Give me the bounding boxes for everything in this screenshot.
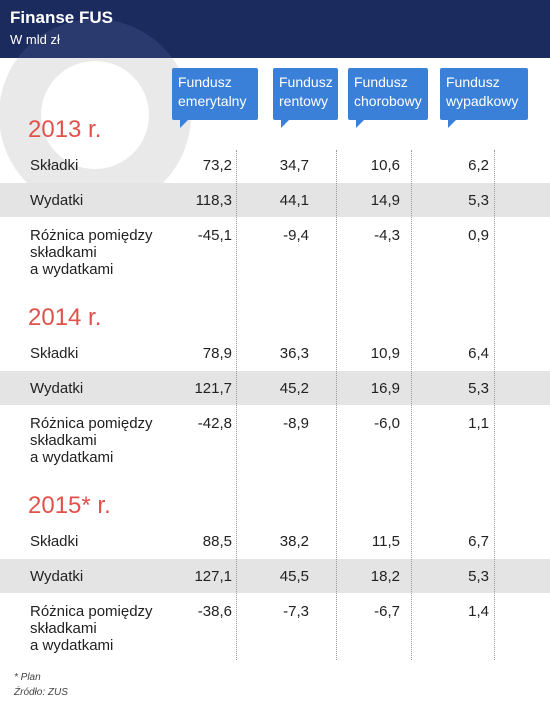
- cell-value: 6,2: [468, 157, 489, 174]
- row-band: [0, 371, 550, 405]
- cell-value: 36,3: [279, 345, 309, 362]
- row-label: Różnica pomiędzy: [30, 415, 153, 432]
- header-band: Finanse FUS W mld zł: [0, 0, 550, 58]
- title: Finanse FUS: [10, 8, 113, 27]
- cell-value: -45,1: [197, 227, 232, 244]
- cell-value: -9,4: [283, 227, 309, 244]
- cell-value: -7,3: [283, 603, 309, 620]
- row-band: [0, 559, 550, 593]
- cell-value: 14,9: [370, 192, 400, 209]
- row-label: Wydatki: [30, 568, 84, 585]
- cell-value: 44,1: [279, 192, 309, 209]
- cell-value: 0,9: [468, 227, 489, 244]
- subtitle: W mld zł: [10, 32, 60, 47]
- cell-value: -4,3: [374, 227, 400, 244]
- column-header: Fundusz emerytalny: [172, 68, 258, 128]
- cell-value: 88,5: [202, 533, 232, 550]
- cell-value: -38,6: [197, 603, 232, 620]
- cell-value: 10,6: [370, 157, 400, 174]
- row-label: a wydatkami: [30, 261, 114, 278]
- row-label: a wydatkami: [30, 637, 114, 654]
- section-year: 2014 r.: [28, 304, 102, 331]
- cell-value: 1,1: [468, 415, 489, 432]
- cell-value: -42,8: [197, 415, 232, 432]
- section-year: 2013 r.: [28, 116, 102, 143]
- cell-value: 11,5: [371, 533, 400, 550]
- cell-value: 1,4: [468, 603, 489, 620]
- cell-value: 16,9: [370, 380, 400, 397]
- row-label: a wydatkami: [30, 449, 114, 466]
- row-label: Różnica pomiędzy: [30, 603, 153, 620]
- row-band: [0, 183, 550, 217]
- cell-value: 73,2: [202, 157, 232, 174]
- column-divider: [236, 150, 237, 660]
- cell-value: -6,0: [374, 415, 400, 432]
- footnote: * Plan: [14, 672, 41, 683]
- cell-value: 5,3: [468, 568, 489, 585]
- cell-value: 45,5: [279, 568, 309, 585]
- cell-value: -8,9: [283, 415, 309, 432]
- row-label: Składki: [30, 345, 79, 362]
- row-label: Składki: [30, 157, 79, 174]
- column-header: Fundusz wypadkowy: [440, 68, 528, 128]
- row-label: składkami: [30, 432, 97, 449]
- cell-value: 121,7: [194, 380, 232, 397]
- row-label: Wydatki: [30, 192, 84, 209]
- cell-value: 6,4: [468, 345, 489, 362]
- watermark-top: [17, 19, 173, 58]
- cell-value: 5,3: [468, 192, 489, 209]
- section-year: 2015* r.: [28, 492, 111, 519]
- row-label: Składki: [30, 533, 79, 550]
- column-divider: [411, 150, 412, 660]
- footnote: Źródło: ZUS: [14, 687, 68, 698]
- row-label: składkami: [30, 620, 97, 637]
- cell-value: 118,3: [195, 192, 232, 209]
- cell-value: 10,9: [370, 345, 400, 362]
- cell-value: 5,3: [468, 380, 489, 397]
- row-label: Różnica pomiędzy: [30, 227, 153, 244]
- column-divider: [336, 150, 337, 660]
- cell-value: 45,2: [279, 380, 309, 397]
- cell-value: 127,1: [194, 568, 232, 585]
- cell-value: 6,7: [468, 533, 489, 550]
- column-header: Fundusz rentowy: [273, 68, 338, 128]
- row-label: Wydatki: [30, 380, 84, 397]
- cell-value: 18,2: [370, 568, 400, 585]
- cell-value: 38,2: [279, 533, 309, 550]
- column-header: Fundusz chorobowy: [348, 68, 428, 128]
- cell-value: 78,9: [202, 345, 232, 362]
- cell-value: -6,7: [374, 603, 400, 620]
- row-label: składkami: [30, 244, 97, 261]
- cell-value: 34,7: [279, 157, 309, 174]
- column-divider: [494, 150, 495, 660]
